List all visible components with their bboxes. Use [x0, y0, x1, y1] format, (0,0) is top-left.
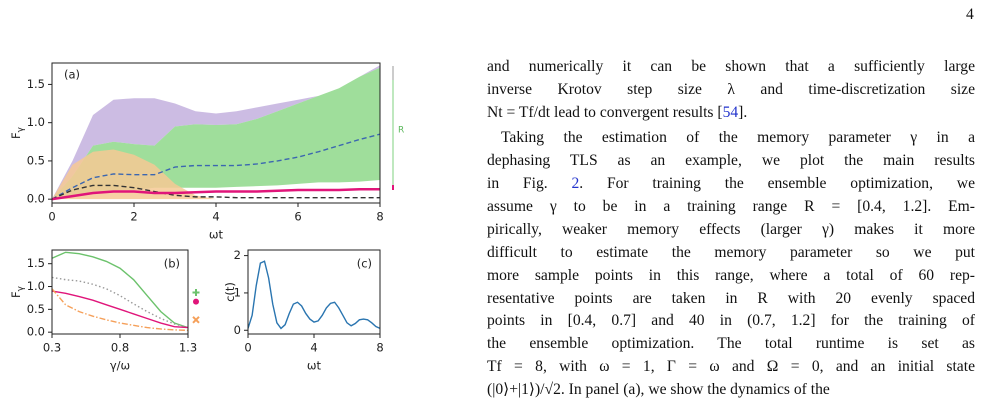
- curve: [51, 184, 380, 200]
- text-run: points in [0.4, 0.7] and 40 in (0.7, 1.2…: [487, 312, 975, 330]
- curve: [51, 187, 380, 201]
- x-tick-label: 0: [244, 341, 251, 355]
- x-axis-label: ωt: [307, 359, 322, 373]
- curve: [51, 133, 381, 200]
- text-run: pirically, weaker memory effects (larger…: [487, 220, 975, 238]
- x-tick-label: 8: [376, 341, 383, 355]
- y-tick-label: 1.0: [27, 279, 45, 293]
- y-axis-label: Fγ: [9, 126, 26, 139]
- y-axis-label-main: F: [9, 132, 23, 139]
- text-run: in Fig.: [487, 175, 572, 192]
- text-run: resentative points are taken in R with 2…: [487, 289, 975, 307]
- text-line: resentative points are taken in R with 2…: [487, 289, 975, 309]
- text-line: in Fig. 2. For training the ensemble opt…: [487, 174, 975, 194]
- text-line: Tf = 8, with ω = 1, Γ = ω and Ω = 0, and…: [487, 357, 975, 377]
- text-line: dephasing TLS as an example, we plot the…: [487, 151, 975, 171]
- x-tick-label: 6: [294, 210, 301, 224]
- text-line: more sample points in this range, where …: [487, 266, 975, 286]
- x-tick-label: 4: [310, 341, 317, 355]
- text-line: Taking the estimation of the memory para…: [487, 128, 975, 148]
- text-run: assume γ to be in a training range R = […: [487, 197, 975, 215]
- y-tick-label: 2: [234, 248, 241, 262]
- band: [52, 65, 380, 200]
- text-run: Taking the estimation of the memory para…: [501, 129, 975, 147]
- text-run: dephasing TLS as an example, we plot the…: [487, 152, 975, 170]
- text-run: Nt = Tf/dt lead to convergent results [: [487, 103, 723, 121]
- text-line: pirically, weaker memory effects (larger…: [487, 220, 975, 240]
- y-tick-label: 0: [234, 323, 241, 337]
- marker: [192, 316, 200, 324]
- text-line: the ensemble optimization. The total run…: [487, 334, 975, 354]
- y-axis-label: Fγ: [9, 285, 26, 298]
- y-axis-label-main: c(t): [223, 282, 237, 302]
- text-line: points in [0.4, 0.7] and 40 in (0.7, 1.2…: [487, 311, 975, 331]
- curve: [247, 260, 381, 330]
- curve: [51, 251, 189, 329]
- y-tick-label: 0.0: [27, 325, 45, 339]
- reference-link[interactable]: 2: [571, 175, 580, 192]
- y-tick-label: 0.5: [27, 153, 45, 167]
- text-line: inverse Krotov step size λ and time-disc…: [487, 80, 975, 100]
- curve: [51, 290, 189, 329]
- x-tick-label: 0.8: [111, 341, 129, 355]
- y-tick-label: 1.5: [27, 77, 45, 91]
- y-tick-label: 0.0: [27, 192, 45, 206]
- text-line: difficult to estimate the memory paramet…: [487, 243, 975, 263]
- text-run: difficult to estimate the memory paramet…: [487, 243, 975, 261]
- x-tick-label: 4: [212, 210, 219, 224]
- text-run: and numerically it can be shown that a s…: [487, 58, 975, 75]
- y-axis-label: c(t): [223, 282, 237, 302]
- text-run: more sample points in this range, where …: [487, 266, 975, 284]
- reference-link[interactable]: 54: [722, 103, 739, 121]
- x-tick-label: 0.3: [43, 341, 61, 355]
- y-tick-label: 0.5: [27, 302, 45, 316]
- panel-label: (c): [357, 257, 372, 271]
- y-axis-label-main: F: [9, 291, 23, 298]
- text-line: and numerically it can be shown that a s…: [487, 57, 975, 77]
- panel-label: (a): [64, 68, 80, 82]
- page-number: 4: [966, 6, 974, 23]
- x-tick-label: 1.3: [179, 341, 197, 355]
- marker: [193, 298, 199, 305]
- text-run: ].: [738, 103, 748, 121]
- text-run: inverse Krotov step size λ and time-disc…: [487, 80, 975, 98]
- text-run: (|0⟩+|1⟩)/√2. In panel (a), we show the …: [487, 381, 830, 399]
- text-run: the ensemble optimization. The total run…: [487, 335, 975, 353]
- y-axis-label-sub: γ: [16, 126, 26, 132]
- panel-label: (b): [164, 257, 180, 271]
- text-line: assume γ to be in a training range R = […: [487, 197, 975, 217]
- text-run: Tf = 8, with ω = 1, Γ = ω and Ω = 0, and…: [487, 358, 975, 376]
- x-tick-label: 2: [130, 210, 137, 224]
- x-tick-label: 0: [48, 210, 55, 224]
- curve: [51, 276, 189, 329]
- x-axis-label: ωt: [209, 228, 224, 242]
- marker: [192, 288, 200, 296]
- text-line: Nt = Tf/dt lead to convergent results [5…: [487, 103, 975, 123]
- curve: [51, 288, 189, 332]
- y-axis-label-sub: γ: [16, 285, 26, 291]
- text-run: . For training the ensemble optimization…: [579, 175, 975, 192]
- y-tick-label: 1: [234, 285, 241, 299]
- text-line: (|0⟩+|1⟩)/√2. In panel (a), we show the …: [487, 380, 975, 400]
- range-label: R: [398, 126, 404, 136]
- y-tick-label: 1.5: [27, 256, 45, 270]
- y-tick-label: 1.0: [27, 115, 45, 129]
- figure: 0 2 4 6 8 0.0 0.5 1.0 1.5 ωt Fγ (a) R 0.3 0.8 1.3 0.0 0.5…: [9, 62, 404, 373]
- band: [52, 149, 380, 200]
- x-tick-label: 8: [376, 210, 383, 224]
- x-axis-label: γ/ω: [110, 359, 130, 373]
